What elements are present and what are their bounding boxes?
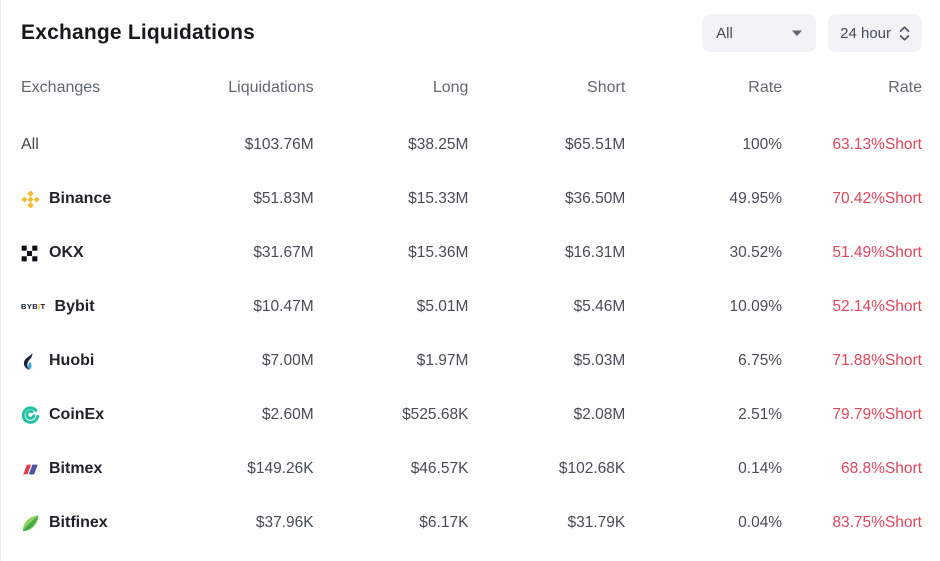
liquidations-value: $37.96K [255, 514, 314, 531]
column-header-long[interactable]: Long [432, 79, 469, 96]
up-down-chevrons-icon [899, 25, 910, 41]
exchange-cell[interactable]: CoinEx [1, 388, 184, 442]
table-row[interactable]: All $103.76M $38.25M $65.51M 100% 63.13%Short [1, 118, 940, 172]
liquidations-table: Exchanges Liquidations Long Short Rate R… [1, 58, 940, 550]
liquidations-value: $7.00M [261, 352, 314, 369]
long-value: $5.01M [416, 298, 469, 315]
rate-value: 100% [742, 136, 783, 153]
short-rate-value: 83.75%Short [832, 514, 922, 531]
bitmex-logo-icon [21, 461, 40, 478]
long-value: $1.97M [416, 352, 469, 369]
exchange-name: OKX [49, 244, 84, 261]
exchange-name: CoinEx [49, 406, 105, 423]
rate-value: 0.04% [738, 514, 783, 531]
binance-logo-icon [21, 189, 40, 209]
short-value: $102.68K [558, 460, 626, 477]
exchange-cell[interactable]: All [1, 118, 184, 172]
column-header-short[interactable]: Short [587, 79, 626, 96]
table-row[interactable]: Huobi $7.00M $1.97M $5.03M 6.75% 71.88%Short [1, 334, 940, 388]
table-row[interactable]: CoinEx $2.60M $525.68K $2.08M 2.51% 79.79%Sho… [1, 388, 940, 442]
bybit-logo-icon: BYBIT [21, 302, 46, 312]
liquidations-value: $103.76M [244, 136, 314, 153]
panel-header: Exchange Liquidations All 24 hour [1, 0, 940, 58]
table-row[interactable]: Bitmex $149.26K $46.57K $102.68K 0.14% 68.8%S… [1, 442, 940, 496]
short-rate-value: 51.49%Short [832, 244, 922, 261]
table-row[interactable]: Binance $51.83M $15.33M $36.50M 49.95% 70.42%… [1, 172, 940, 226]
rate-value: 10.09% [729, 298, 783, 315]
liquidations-value: $31.67M [253, 244, 314, 261]
exchange-cell[interactable]: Bitmex [1, 442, 184, 496]
short-value: $36.50M [564, 190, 626, 207]
liquidations-value: $149.26K [247, 460, 314, 477]
okx-logo-icon [21, 245, 40, 262]
exchange-cell[interactable]: Bitfinex [1, 496, 184, 550]
exchange-cell[interactable]: OKX [1, 226, 184, 280]
long-value: $6.17K [419, 514, 469, 531]
exchange-name: Huobi [49, 352, 95, 369]
rate-value: 6.75% [738, 352, 783, 369]
table-row[interactable]: OKX $31.67M $15.36M $16.31M 30.52% 51.49%Shor… [1, 226, 940, 280]
rate-value: 49.95% [729, 190, 783, 207]
bitfinex-logo-icon [21, 514, 40, 533]
exchange-filter-dropdown[interactable]: All [702, 14, 817, 52]
huobi-logo-icon [21, 352, 40, 371]
exchange-name: Binance [49, 190, 112, 207]
short-rate-value: 71.88%Short [832, 352, 922, 369]
column-header-rate-short[interactable]: Rate [888, 79, 922, 96]
short-rate-value: 70.42%Short [832, 190, 922, 207]
rate-value: 30.52% [729, 244, 783, 261]
liquidations-value: $51.83M [253, 190, 314, 207]
liquidations-value: $10.47M [253, 298, 314, 315]
rate-value: 0.14% [738, 460, 783, 477]
table-row[interactable]: BYBIT Bybit $10.47M $5.01M $5.46M 10.09% 52.14… [1, 280, 940, 334]
short-rate-value: 79.79%Short [832, 406, 922, 423]
short-rate-value: 68.8%Short [841, 460, 922, 477]
column-header-exchanges[interactable]: Exchanges [21, 79, 101, 96]
exchange-name: All [21, 136, 39, 153]
short-value: $5.03M [573, 352, 626, 369]
long-value: $15.33M [408, 190, 469, 207]
short-value: $16.31M [564, 244, 626, 261]
exchange-cell[interactable]: BYBIT Bybit [1, 280, 184, 334]
page-title: Exchange Liquidations [21, 21, 256, 44]
short-rate-value: 63.13%Short [832, 136, 922, 153]
long-value: $15.36M [408, 244, 469, 261]
short-value: $31.79K [567, 514, 626, 531]
table-header-row: Exchanges Liquidations Long Short Rate R… [1, 58, 940, 118]
timeframe-value: 24 hour [840, 24, 891, 42]
timeframe-dropdown[interactable]: 24 hour [828, 14, 922, 52]
short-rate-value: 52.14%Short [832, 298, 922, 315]
coinex-logo-icon [21, 405, 40, 425]
column-header-rate[interactable]: Rate [748, 79, 783, 96]
exchange-name: Bitfinex [49, 514, 108, 531]
table-row[interactable]: Bitfinex $37.96K $6.17K $31.79K 0.04% 83.75%S… [1, 496, 940, 550]
short-value: $65.51M [564, 136, 626, 153]
caret-down-icon [792, 30, 803, 36]
short-value: $2.08M [573, 406, 626, 423]
long-value: $525.68K [402, 406, 469, 423]
column-header-liquidations[interactable]: Liquidations [228, 79, 314, 96]
liquidations-value: $2.60M [261, 406, 314, 423]
exchange-cell[interactable]: Binance [1, 172, 184, 226]
long-value: $46.57K [410, 460, 469, 477]
long-value: $38.25M [408, 136, 469, 153]
exchange-filter-value: All [716, 24, 733, 42]
rate-value: 2.51% [738, 406, 783, 423]
table-body: All $103.76M $38.25M $65.51M 100% 63.13%Short… [1, 118, 940, 550]
exchange-name: Bybit [54, 298, 95, 315]
exchange-cell[interactable]: Huobi [1, 334, 184, 388]
short-value: $5.46M [573, 298, 626, 315]
filter-controls: All 24 hour [702, 14, 922, 52]
exchange-name: Bitmex [49, 460, 103, 477]
